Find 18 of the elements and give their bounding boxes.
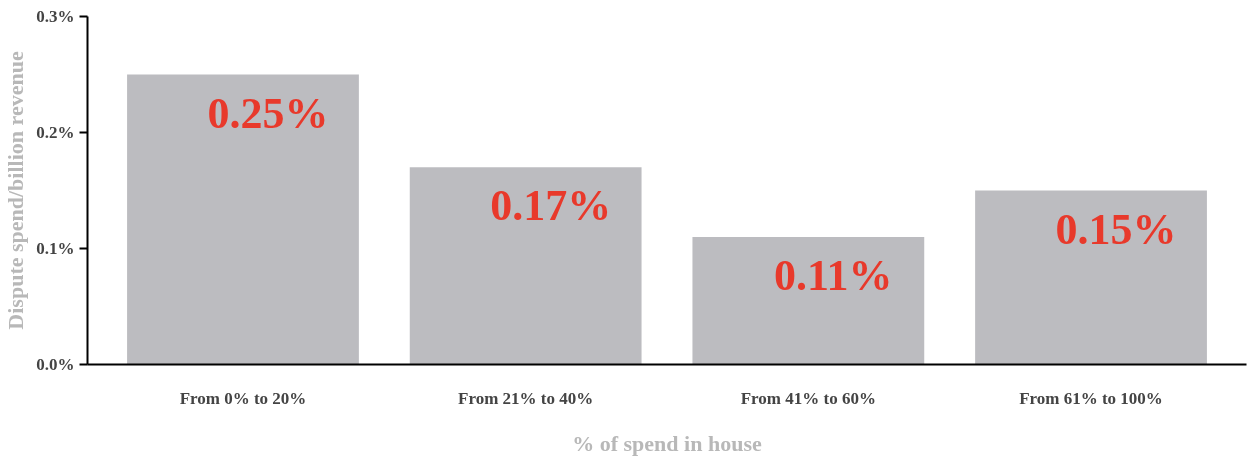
bar [975,190,1207,365]
bar [127,74,359,365]
x-tick-label: From 41% to 60% [740,388,876,408]
y-axis-title: Dispute spend/billion revenue [3,51,29,330]
bar [692,236,925,365]
bar [409,167,642,365]
data-label: 0.17% [490,181,612,231]
y-tick-label: 0.0% [36,355,75,374]
x-tick-label: From 61% to 100% [1019,388,1163,408]
y-tick-label: 0.1% [36,239,75,258]
x-tick-label: From 0% to 20% [179,388,307,408]
y-tick-label: 0.3% [36,7,75,26]
x-tick-label: From 21% to 40% [458,388,594,408]
data-label: 0.11% [774,250,893,300]
y-tick-label: 0.2% [36,123,75,142]
data-label: 0.25% [207,88,329,138]
data-label: 0.15% [1055,204,1177,254]
x-axis-title: % of spend in house [572,430,762,456]
